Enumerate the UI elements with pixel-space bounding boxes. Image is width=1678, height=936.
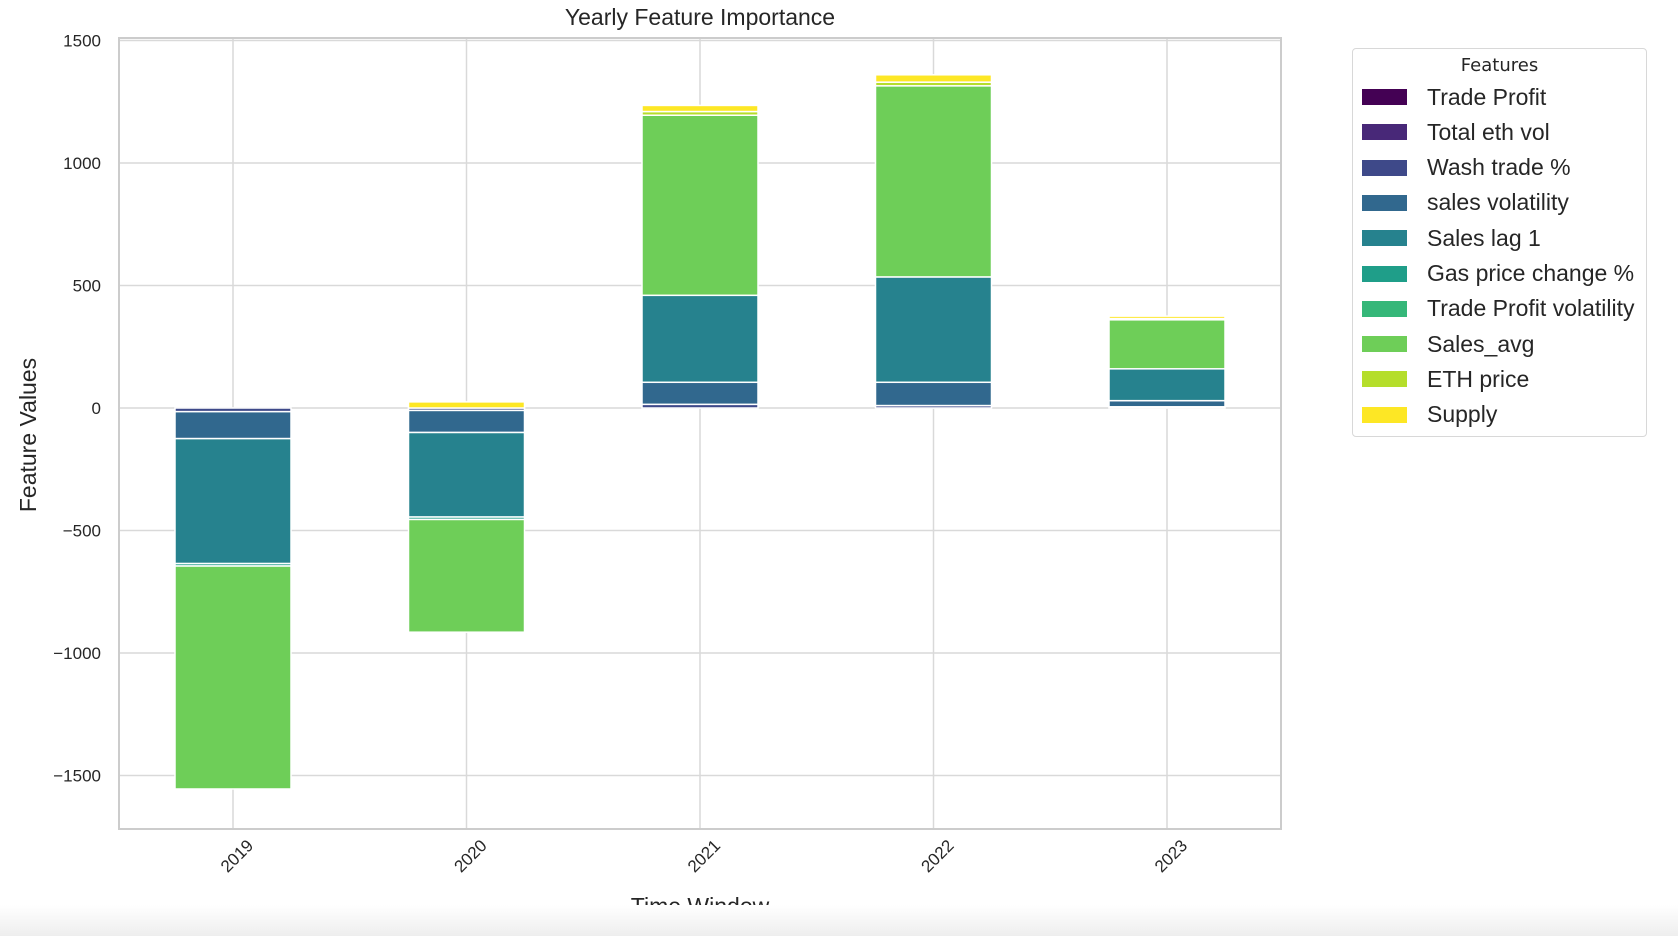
bar-2019-sales-avg — [174, 565, 292, 790]
legend-swatch — [1362, 89, 1407, 105]
legend: Features Trade Profit Total eth vol Wash t… — [1352, 48, 1647, 437]
legend-swatch — [1362, 194, 1407, 211]
bar-2022-supply — [874, 74, 993, 83]
legend-label: Sales lag 1 — [1427, 224, 1541, 251]
y-axis-label: Feature Values — [15, 358, 41, 512]
y-tick-label: 1000 — [63, 154, 101, 173]
legend-label: Gas price change % — [1427, 260, 1635, 286]
legend-label: Wash trade % — [1427, 154, 1571, 181]
x-tick-label: 2019 — [217, 836, 257, 876]
chart-title: Yearly Feature Importance — [565, 4, 835, 30]
y-tick-label: 1500 — [63, 32, 101, 51]
legend-title: Features — [1460, 55, 1539, 76]
legend-item: Sales_avg — [1362, 329, 1534, 359]
legend-swatch — [1362, 265, 1407, 282]
legend-item: Supply — [1362, 400, 1497, 430]
legend-swatch — [1362, 159, 1407, 176]
y-tick-label: 500 — [73, 277, 101, 296]
legend-swatch — [1362, 300, 1407, 317]
legend-item: ETH price — [1362, 364, 1529, 394]
x-tick-label: 2021 — [684, 836, 724, 876]
plot-frame — [118, 37, 1282, 830]
bar-2021-sales-lag-1 — [641, 294, 759, 384]
bar-2021-sales-volatility — [641, 381, 759, 406]
y-tick-label: −1000 — [53, 644, 101, 663]
legend-label: Supply — [1427, 401, 1498, 428]
bar-2023-sales-lag-1 — [1108, 368, 1226, 402]
legend-item: Trade Profit — [1362, 82, 1546, 112]
bar-2022-sales-lag-1 — [874, 276, 993, 384]
bar-2020-sales-lag-1 — [407, 431, 526, 518]
legend-item: Gas price change % — [1362, 259, 1634, 289]
legend-label: ETH price — [1427, 365, 1530, 392]
window-bottom-edge — [0, 905, 1678, 936]
bar-2021-sales-avg — [641, 114, 759, 297]
legend-item: Sales lag 1 — [1362, 223, 1541, 253]
legend-item: Wash trade % — [1362, 153, 1571, 183]
legend-item: sales volatility — [1362, 188, 1569, 218]
legend-label: Sales_avg — [1427, 330, 1535, 357]
bar-2023-supply — [1108, 315, 1226, 320]
bar-2019-sales-volatility — [174, 410, 292, 440]
x-ticks: 2019 2020 2021 2022 2023 — [217, 836, 1191, 876]
legend-swatch — [1362, 406, 1407, 423]
y-tick-label: −500 — [63, 522, 101, 541]
y-tick-label: −1500 — [53, 767, 101, 786]
y-ticks: 1500 1000 500 0 −500 −1000 −1500 — [53, 32, 101, 786]
legend-label: Total eth vol — [1427, 118, 1550, 145]
y-tick-label: 0 — [92, 399, 101, 418]
x-tick-label: 2020 — [451, 836, 491, 876]
bar-2022-sales-volatility — [874, 381, 993, 407]
bar-2023-sales-avg — [1108, 319, 1226, 370]
bar-2020-supply — [407, 401, 526, 409]
x-tick-label: 2023 — [1151, 836, 1191, 876]
legend-label: Trade Profit — [1427, 83, 1547, 110]
legend-label: sales volatility — [1427, 189, 1569, 216]
legend-swatch — [1362, 230, 1407, 247]
bar-2021-supply — [641, 104, 759, 113]
legend-item: Total eth vol — [1362, 117, 1550, 147]
bar-2022-sales-avg — [874, 85, 993, 278]
x-tick-label: 2022 — [918, 836, 958, 876]
bar-2023-sales-volatility — [1108, 399, 1226, 408]
bar-2020-sales-avg — [407, 518, 526, 633]
legend-swatch — [1362, 336, 1407, 353]
legend-label: Trade Profit volatility — [1427, 295, 1635, 322]
legend-swatch — [1362, 371, 1407, 388]
bar-2019-sales-lag-1 — [174, 437, 292, 565]
legend-item: Trade Profit volatility — [1362, 294, 1635, 324]
bar-2020-sales-volatility — [407, 409, 526, 434]
bars — [174, 74, 1226, 790]
legend-swatch — [1362, 124, 1407, 141]
